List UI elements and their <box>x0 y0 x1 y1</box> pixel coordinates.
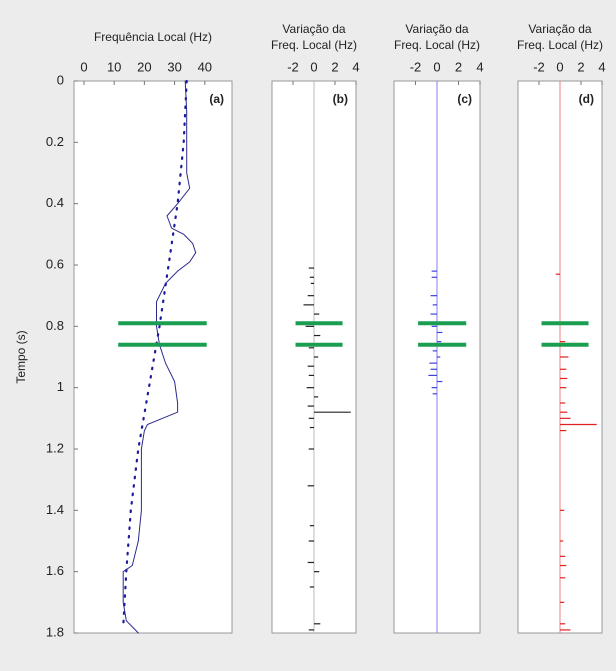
x-tick-label: 0 <box>80 59 87 74</box>
panel-label: (a) <box>209 92 224 106</box>
x-tick-label: -2 <box>287 59 299 74</box>
x-tick-label: 4 <box>352 59 359 74</box>
x-tick-label: 2 <box>577 59 584 74</box>
y-tick-label: 1.2 <box>46 440 64 455</box>
y-tick-label: 0.4 <box>46 195 64 210</box>
panel-label: (b) <box>333 92 348 106</box>
y-tick-label: 0.2 <box>46 134 64 149</box>
x-tick-label: 2 <box>331 59 338 74</box>
x-tick-label: 0 <box>433 59 440 74</box>
panel-title: Freq. Local (Hz) <box>394 38 480 52</box>
x-tick-label: 20 <box>137 59 151 74</box>
panel-label: (c) <box>457 92 472 106</box>
x-tick-label: 30 <box>167 59 181 74</box>
x-tick-label: 0 <box>556 59 563 74</box>
panel-title: Variação da <box>405 22 468 36</box>
y-tick-label: 1.4 <box>46 502 64 517</box>
panel-title: Frequência Local (Hz) <box>94 30 212 44</box>
x-tick-label: 40 <box>198 59 212 74</box>
y-tick-label: 0.6 <box>46 256 64 271</box>
series-line <box>122 80 197 634</box>
panel <box>73 80 233 634</box>
y-tick-label: 0.8 <box>46 318 64 333</box>
y-tick-label: 1 <box>57 379 64 394</box>
panel-title: Freq. Local (Hz) <box>517 38 603 52</box>
x-tick-label: -2 <box>410 59 422 74</box>
y-tick-label: 0 <box>57 72 64 87</box>
x-tick-label: 4 <box>598 59 605 74</box>
panel-title: Freq. Local (Hz) <box>271 38 357 52</box>
x-tick-label: 4 <box>476 59 483 74</box>
panel-title: Variação da <box>282 22 345 36</box>
x-tick-label: 2 <box>455 59 462 74</box>
y-axis-label: Tempo (s) <box>14 330 28 383</box>
x-tick-label: 10 <box>107 59 121 74</box>
panel-title: Variação da <box>528 22 591 36</box>
x-tick-label: 0 <box>310 59 317 74</box>
y-tick-label: 1.8 <box>46 624 64 639</box>
y-tick-label: 1.6 <box>46 563 64 578</box>
x-tick-label: -2 <box>533 59 545 74</box>
panel-label: (d) <box>579 92 594 106</box>
